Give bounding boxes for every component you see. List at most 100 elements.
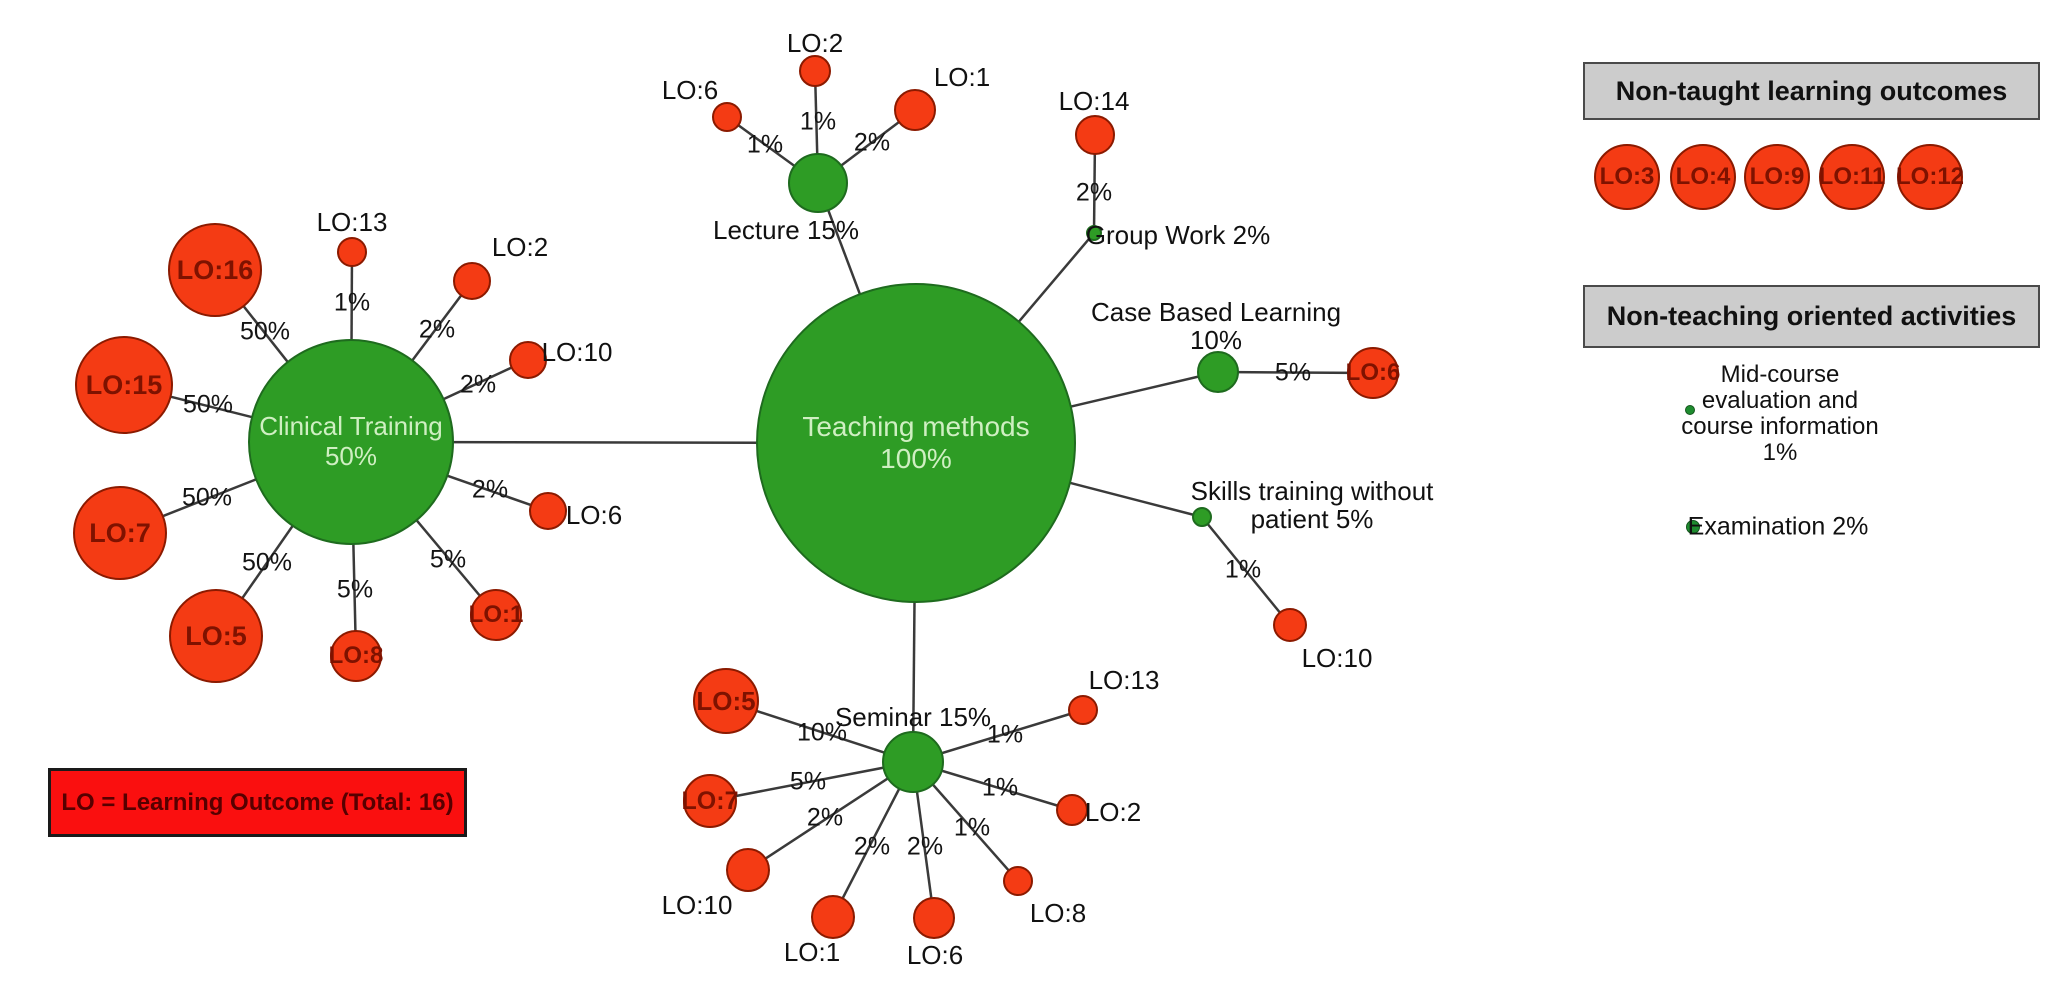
node-seminar-lo7: LO:7	[681, 774, 739, 828]
clinical-lo13-label: LO:13	[316, 206, 388, 237]
node-seminar-lo5: LO:5	[693, 668, 759, 734]
node-clinical-lo1: LO:1	[468, 589, 524, 641]
seminar-label: Seminar 15%	[834, 701, 992, 732]
nontaught-lo11-label: LO:11	[1818, 163, 1886, 190]
node-clinical-lo16: LO:16	[168, 223, 262, 317]
seminar-lo5-pct: 10%	[796, 718, 848, 747]
node-skills-lo10	[1273, 608, 1307, 642]
node-seminar-lo13	[1068, 695, 1098, 725]
midcourse-line1: Mid-course	[1720, 361, 1840, 388]
clinical-training-label: Clinical Training 50%	[259, 411, 443, 471]
node-lecture-lo1	[894, 89, 936, 131]
node-lecture	[788, 153, 848, 213]
node-clinical-lo6	[529, 492, 567, 530]
lo-legend-text: LO = Learning Outcome (Total: 16)	[61, 788, 454, 816]
non-taught-outcomes-box: Non-taught learning outcomes	[1583, 62, 2040, 120]
clinical-lo2-pct: 2%	[418, 315, 456, 344]
seminar-lo8-pct: 1%	[953, 813, 991, 842]
node-nontaught-lo9: LO:9	[1744, 144, 1810, 210]
teaching-methods-label-line1: Teaching methods	[802, 410, 1030, 442]
seminar-lo8-label: LO:8	[1029, 897, 1087, 928]
skills-label-line1: Skills training without	[1190, 475, 1434, 506]
node-seminar-lo1	[811, 895, 855, 939]
seminar-lo1-pct: 2%	[853, 832, 891, 861]
seminar-lo7-label: LO:7	[681, 786, 739, 815]
midcourse-line3: course information	[1681, 413, 1879, 440]
seminar-lo1-label: LO:1	[783, 936, 841, 967]
clinical-lo15-label: LO:15	[85, 369, 163, 400]
seminar-lo13-label: LO:13	[1088, 664, 1160, 695]
clinical-lo5-pct: 50%	[241, 548, 293, 577]
node-nontaught-lo11: LO:11	[1819, 144, 1885, 210]
clinical-lo16-pct: 50%	[239, 317, 291, 346]
midcourse-dot-icon	[1685, 405, 1695, 415]
midcourse-label: Mid-course evaluation and course informa…	[1681, 362, 1878, 466]
clinical-lo8-label: LO:8	[328, 642, 384, 669]
node-lecture-lo6	[712, 102, 742, 132]
lecture-lo1-pct: 2%	[853, 128, 891, 157]
groupwork-lo14-label: LO:14	[1058, 85, 1130, 116]
seminar-lo7-pct: 5%	[789, 767, 827, 796]
node-seminar-lo8	[1003, 866, 1033, 896]
lecture-lo6-label: LO:6	[661, 74, 719, 105]
casebased-lo6-label: LO:6	[1345, 359, 1401, 386]
lecture-lo2-pct: 1%	[799, 107, 837, 136]
seminar-lo6-pct: 2%	[906, 832, 944, 861]
lo-legend-box: LO = Learning Outcome (Total: 16)	[48, 768, 467, 837]
nontaught-lo12-label: LO:12	[1896, 163, 1965, 190]
clinical-lo7-label: LO:7	[89, 517, 151, 548]
nontaught-lo3-label: LO:3	[1599, 163, 1655, 190]
clinical-lo5-label: LO:5	[185, 620, 247, 651]
skills-label-line2: patient 5%	[1250, 504, 1374, 534]
node-clinical-lo13	[337, 237, 367, 267]
lecture-label: Lecture 15%	[713, 214, 859, 245]
node-clinical-lo10	[509, 341, 547, 379]
node-case-based-learning	[1197, 351, 1239, 393]
skills-lo10-pct: 1%	[1224, 555, 1262, 584]
clinical-lo15-pct: 50%	[182, 390, 234, 419]
node-nontaught-lo4: LO:4	[1670, 144, 1736, 210]
node-clinical-training: Clinical Training 50%	[248, 339, 454, 545]
examination-label: Examination 2%	[1687, 512, 1869, 541]
node-group-work	[1086, 225, 1102, 241]
seminar-lo13-pct: 1%	[986, 720, 1024, 749]
nontaught-lo4-label: LO:4	[1675, 163, 1731, 190]
clinical-lo1-pct: 5%	[429, 545, 467, 574]
node-seminar-lo10	[726, 848, 770, 892]
non-teaching-activities-box: Non-teaching oriented activities	[1583, 285, 2040, 348]
teaching-methods-label: Teaching methods 100%	[802, 411, 1029, 475]
midcourse-line2: evaluation and	[1701, 387, 1859, 414]
midcourse-line4: 1%	[1762, 439, 1798, 466]
lecture-lo6-pct: 1%	[746, 130, 784, 159]
clinical-lo10-label: LO:10	[541, 336, 613, 367]
seminar-lo2-pct: 1%	[981, 773, 1019, 802]
clinical-lo2-label: LO:2	[491, 231, 549, 262]
skills-training-label: Skills training without patient 5%	[1191, 477, 1434, 533]
node-seminar-lo2	[1056, 794, 1088, 826]
edge-seminar-lo10	[747, 760, 914, 872]
node-groupwork-lo14	[1075, 115, 1115, 155]
node-casebased-lo6: LO:6	[1345, 347, 1401, 399]
case-based-label-line2: 10%	[1189, 325, 1243, 355]
node-clinical-lo15: LO:15	[75, 336, 173, 434]
seminar-lo10-label: LO:10	[661, 889, 733, 920]
node-teaching-methods: Teaching methods 100%	[756, 283, 1076, 603]
node-clinical-lo8: LO:8	[328, 630, 384, 682]
clinical-lo8-pct: 5%	[336, 575, 374, 604]
skills-lo10-label: LO:10	[1301, 642, 1373, 673]
edge-seminar-lo7	[709, 760, 914, 803]
non-taught-outcomes-title: Non-taught learning outcomes	[1615, 75, 2008, 106]
nontaught-lo9-label: LO:9	[1749, 163, 1805, 190]
non-teaching-activities-title: Non-teaching oriented activities	[1606, 301, 2017, 331]
clinical-lo1-label: LO:1	[468, 601, 524, 628]
node-clinical-lo2	[453, 262, 491, 300]
seminar-lo10-pct: 2%	[806, 803, 844, 832]
seminar-lo2-label: LO:2	[1084, 796, 1142, 827]
groupwork-lo14-pct: 2%	[1075, 178, 1113, 207]
node-nontaught-lo12: LO:12	[1896, 144, 1965, 210]
casebased-lo6-pct: 5%	[1274, 358, 1312, 387]
lecture-lo2-label: LO:2	[786, 27, 844, 58]
node-clinical-lo7: LO:7	[73, 486, 167, 580]
node-lecture-lo2	[799, 55, 831, 87]
